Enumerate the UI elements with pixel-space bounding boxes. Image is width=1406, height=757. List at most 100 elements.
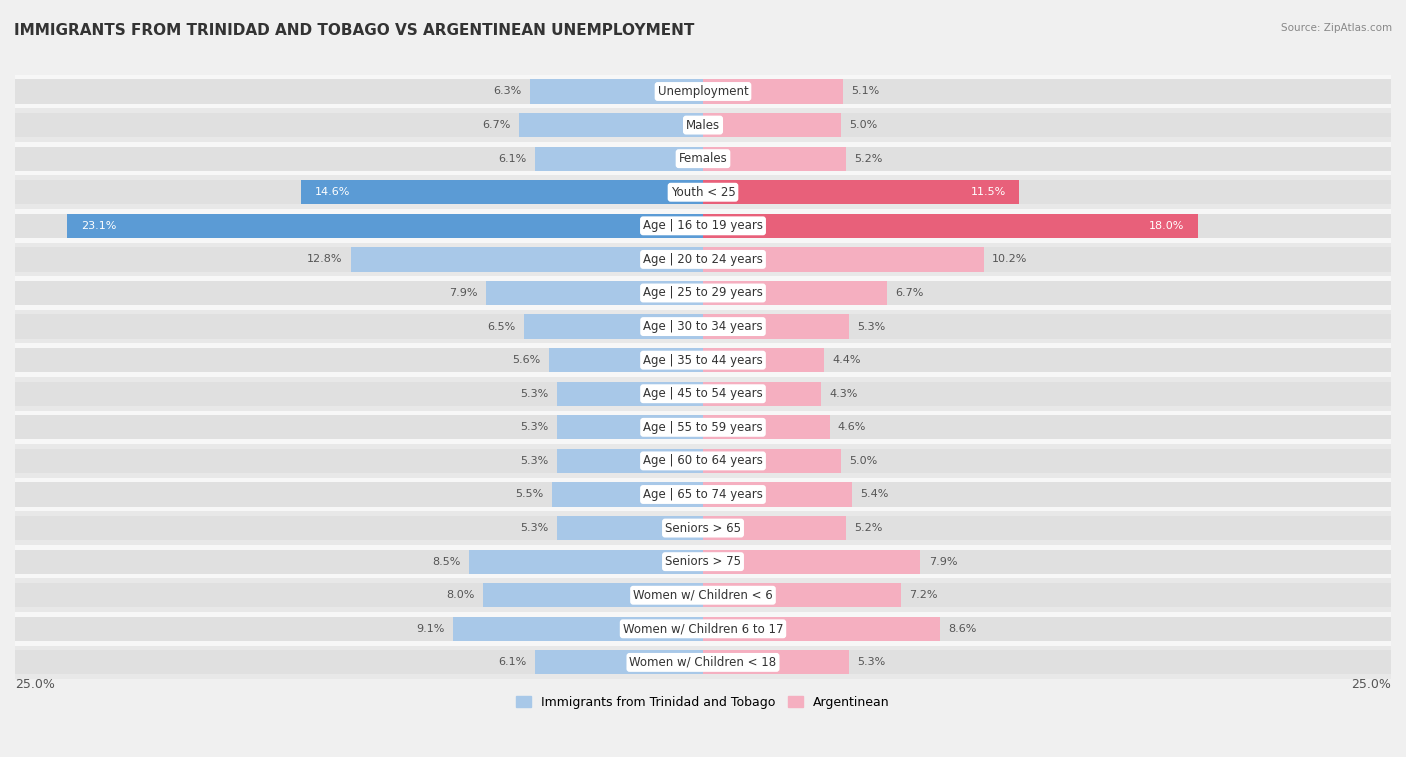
Text: 9.1%: 9.1% xyxy=(416,624,444,634)
Text: Age | 35 to 44 years: Age | 35 to 44 years xyxy=(643,354,763,366)
Bar xyxy=(703,314,1391,338)
Text: 11.5%: 11.5% xyxy=(970,187,1005,198)
Text: Seniors > 65: Seniors > 65 xyxy=(665,522,741,534)
Bar xyxy=(15,646,1391,679)
Bar xyxy=(703,79,844,104)
Bar xyxy=(15,209,1391,243)
Text: Age | 65 to 74 years: Age | 65 to 74 years xyxy=(643,488,763,501)
Text: Women w/ Children 6 to 17: Women w/ Children 6 to 17 xyxy=(623,622,783,635)
Text: 8.5%: 8.5% xyxy=(433,556,461,567)
Bar xyxy=(15,416,703,439)
Bar xyxy=(15,583,703,607)
Bar xyxy=(703,449,1391,473)
Bar xyxy=(15,248,703,272)
Text: 6.5%: 6.5% xyxy=(488,322,516,332)
Text: Age | 60 to 64 years: Age | 60 to 64 years xyxy=(643,454,763,467)
Bar xyxy=(703,416,830,439)
Bar xyxy=(530,79,703,104)
Bar xyxy=(703,583,1391,607)
Bar xyxy=(703,449,841,473)
Bar xyxy=(703,248,1391,272)
Bar xyxy=(15,511,1391,545)
Text: 5.6%: 5.6% xyxy=(512,355,541,365)
Bar xyxy=(703,550,1391,574)
Bar xyxy=(15,344,1391,377)
Bar xyxy=(453,617,703,641)
Bar xyxy=(703,348,824,372)
Bar xyxy=(15,550,703,574)
Bar xyxy=(536,147,703,171)
Bar xyxy=(703,213,1391,238)
Bar xyxy=(15,482,703,506)
Text: 14.6%: 14.6% xyxy=(315,187,350,198)
Text: 5.3%: 5.3% xyxy=(520,422,548,432)
Bar xyxy=(15,243,1391,276)
Bar xyxy=(703,617,1391,641)
Bar xyxy=(15,180,703,204)
Text: 6.1%: 6.1% xyxy=(499,154,527,164)
Bar xyxy=(703,281,1391,305)
Bar xyxy=(15,612,1391,646)
Text: Women w/ Children < 18: Women w/ Children < 18 xyxy=(630,656,776,669)
Bar xyxy=(703,147,1391,171)
Bar xyxy=(15,113,703,137)
Text: 23.1%: 23.1% xyxy=(82,221,117,231)
Bar xyxy=(15,310,1391,344)
Bar xyxy=(703,617,939,641)
Text: Age | 16 to 19 years: Age | 16 to 19 years xyxy=(643,220,763,232)
Text: Age | 20 to 24 years: Age | 20 to 24 years xyxy=(643,253,763,266)
Bar xyxy=(703,650,1391,674)
Legend: Immigrants from Trinidad and Tobago, Argentinean: Immigrants from Trinidad and Tobago, Arg… xyxy=(512,690,894,714)
Text: Seniors > 75: Seniors > 75 xyxy=(665,555,741,569)
Text: IMMIGRANTS FROM TRINIDAD AND TOBAGO VS ARGENTINEAN UNEMPLOYMENT: IMMIGRANTS FROM TRINIDAD AND TOBAGO VS A… xyxy=(14,23,695,38)
Bar xyxy=(703,213,1198,238)
Bar xyxy=(557,416,703,439)
Text: Women w/ Children < 6: Women w/ Children < 6 xyxy=(633,589,773,602)
Bar xyxy=(536,650,703,674)
Text: 8.0%: 8.0% xyxy=(446,590,475,600)
Bar xyxy=(703,147,846,171)
Bar xyxy=(703,416,1391,439)
Bar xyxy=(15,314,703,338)
Text: 5.3%: 5.3% xyxy=(520,523,548,533)
Bar xyxy=(350,248,703,272)
Bar xyxy=(557,449,703,473)
Bar xyxy=(703,583,901,607)
Bar xyxy=(15,142,1391,176)
Bar xyxy=(67,213,703,238)
Text: 12.8%: 12.8% xyxy=(307,254,343,264)
Text: 5.0%: 5.0% xyxy=(849,120,877,130)
Bar xyxy=(15,377,1391,410)
Bar xyxy=(703,113,1391,137)
Bar xyxy=(15,108,1391,142)
Bar xyxy=(15,79,703,104)
Text: 5.3%: 5.3% xyxy=(520,456,548,466)
Bar xyxy=(15,578,1391,612)
Bar xyxy=(548,348,703,372)
Text: 25.0%: 25.0% xyxy=(15,678,55,690)
Text: 18.0%: 18.0% xyxy=(1149,221,1185,231)
Text: 5.5%: 5.5% xyxy=(515,490,543,500)
Text: Age | 30 to 34 years: Age | 30 to 34 years xyxy=(643,320,763,333)
Text: 4.3%: 4.3% xyxy=(830,389,858,399)
Text: 7.9%: 7.9% xyxy=(449,288,477,298)
Text: 10.2%: 10.2% xyxy=(993,254,1028,264)
Bar xyxy=(703,281,887,305)
Bar xyxy=(470,550,703,574)
Text: 5.0%: 5.0% xyxy=(849,456,877,466)
Text: 6.7%: 6.7% xyxy=(896,288,924,298)
Bar xyxy=(703,650,849,674)
Text: 7.2%: 7.2% xyxy=(910,590,938,600)
Text: Unemployment: Unemployment xyxy=(658,85,748,98)
Bar xyxy=(703,516,846,540)
Text: 6.3%: 6.3% xyxy=(494,86,522,96)
Bar xyxy=(15,516,703,540)
Text: Age | 45 to 54 years: Age | 45 to 54 years xyxy=(643,388,763,400)
Bar xyxy=(15,650,703,674)
Bar xyxy=(482,583,703,607)
Bar xyxy=(557,382,703,406)
Text: 5.4%: 5.4% xyxy=(860,490,889,500)
Text: Age | 55 to 59 years: Age | 55 to 59 years xyxy=(643,421,763,434)
Text: 5.3%: 5.3% xyxy=(520,389,548,399)
Text: 4.4%: 4.4% xyxy=(832,355,860,365)
